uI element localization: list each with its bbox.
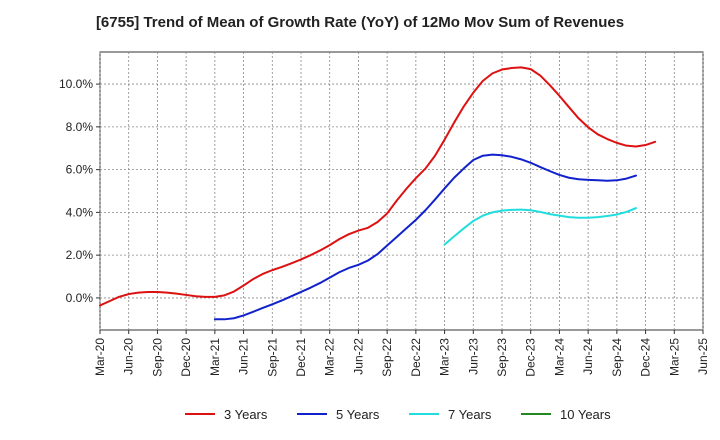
x-tick-label: Mar-20 — [93, 338, 107, 376]
x-tick-label: Jun-22 — [351, 338, 365, 375]
y-tick-label: 0.0% — [66, 291, 94, 305]
series-line-5-years — [213, 153, 637, 321]
x-tick-label: Mar-21 — [208, 338, 222, 376]
plot-area — [99, 51, 704, 331]
x-tick-label: Dec-24 — [639, 338, 653, 377]
x-tick-label: Jun-23 — [466, 338, 480, 375]
x-tick-label: Jun-24 — [581, 338, 595, 375]
chart-title: [6755] Trend of Mean of Growth Rate (YoY… — [95, 14, 625, 31]
x-tick-label: Mar-24 — [552, 338, 566, 376]
legend-label: 5 Years — [336, 407, 380, 422]
x-tick-label: Mar-25 — [667, 338, 681, 376]
series-line-7-years — [443, 207, 637, 246]
x-tick-label: Mar-23 — [438, 338, 452, 376]
x-tick-label: Sep-21 — [265, 338, 279, 377]
x-tick-label: Sep-22 — [380, 338, 394, 377]
x-tick-label: Jun-20 — [122, 338, 136, 375]
y-tick-label: 10.0% — [59, 77, 93, 91]
legend-label: 7 Years — [448, 407, 492, 422]
legend-label: 3 Years — [224, 407, 268, 422]
y-tick-label: 4.0% — [66, 205, 94, 219]
x-tick-label: Sep-24 — [610, 338, 624, 377]
x-tick-label: Sep-20 — [150, 338, 164, 377]
y-tick-label: 2.0% — [66, 248, 94, 262]
x-tick-label: Dec-21 — [294, 338, 308, 377]
y-tick-label: 6.0% — [66, 163, 94, 177]
grid-layer — [99, 52, 704, 330]
series-layer — [99, 66, 657, 321]
legend-layer: 3 Years 5 Years 7 Years 10 Years — [185, 407, 611, 422]
x-tick-label: Sep-23 — [495, 338, 509, 377]
x-tick-label: Jun-21 — [237, 338, 251, 375]
y-tick-label: 8.0% — [66, 120, 94, 134]
axis-layer: Mar-20 Jun-20 Sep-20 Dec-20 Mar-21 Jun-21 Sep-… — [59, 77, 710, 377]
series-line-3-years — [99, 66, 657, 307]
x-tick-label: Dec-23 — [524, 338, 538, 377]
x-tick-label: Mar-22 — [323, 338, 337, 376]
x-tick-label: Dec-22 — [409, 338, 423, 377]
legend-label: 10 Years — [560, 407, 611, 422]
x-tick-label: Jun-25 — [696, 338, 710, 375]
x-tick-label: Dec-20 — [179, 338, 193, 377]
